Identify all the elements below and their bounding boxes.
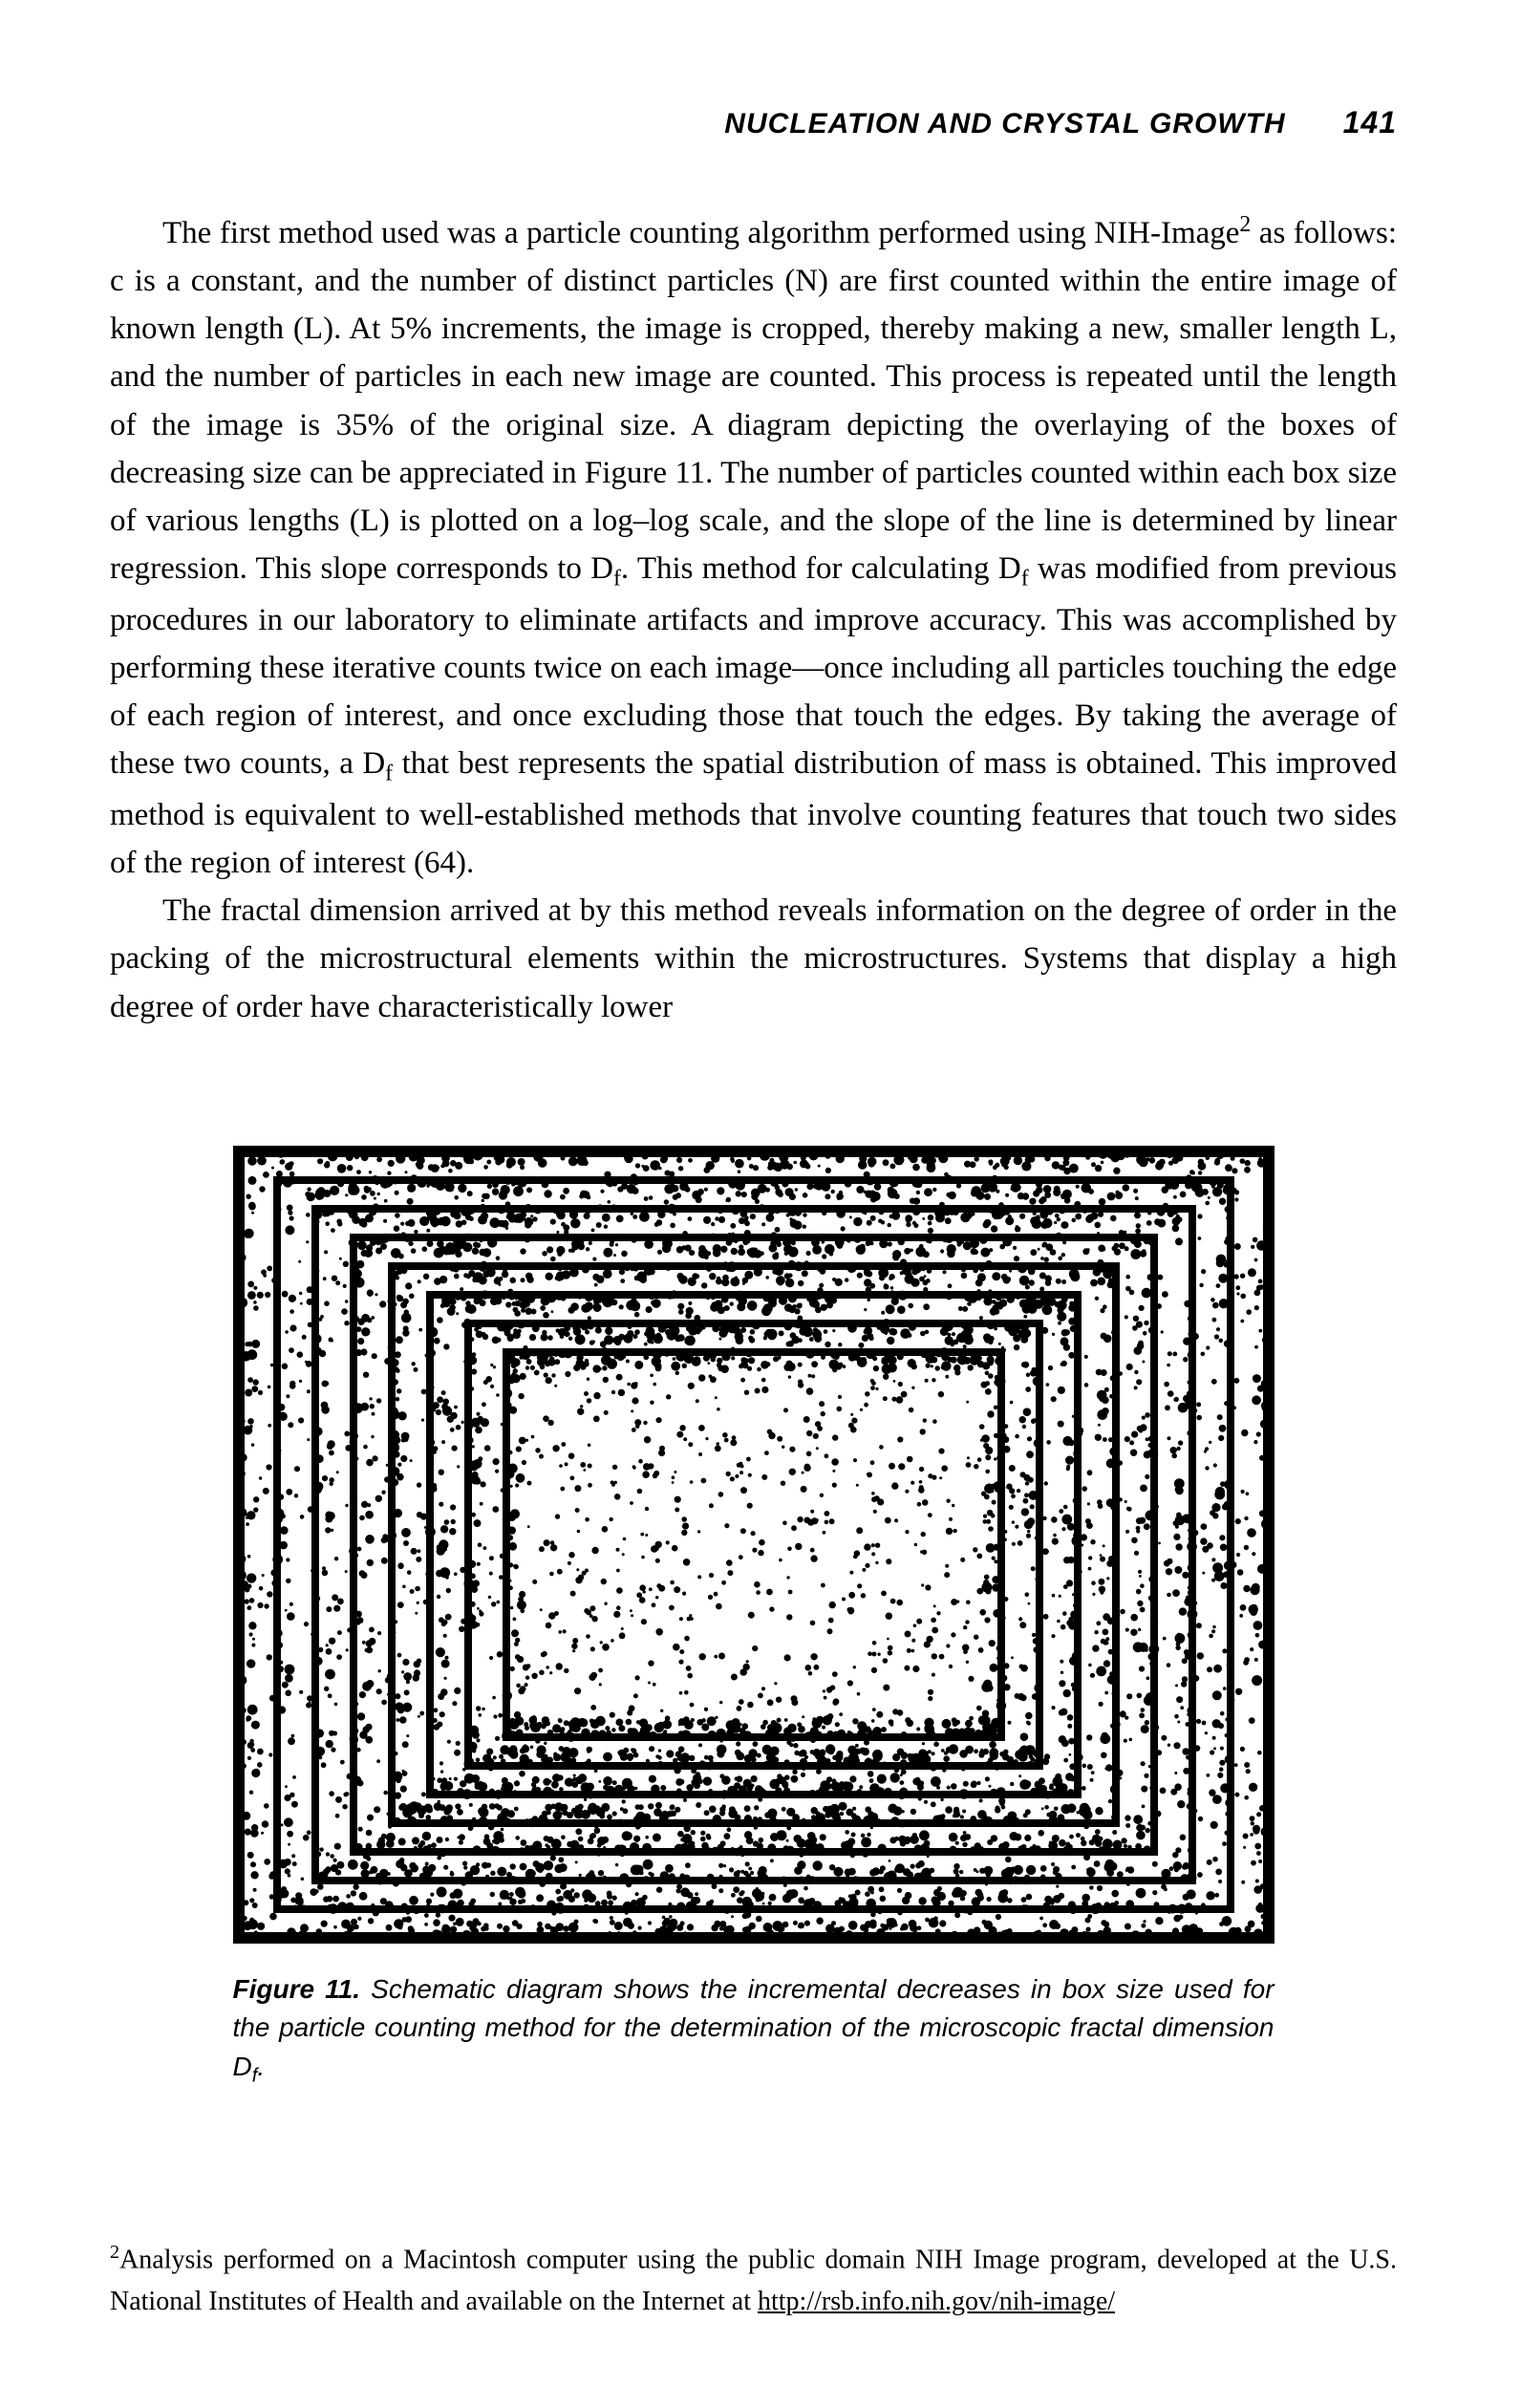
p1-footnote-ref: 2 (1239, 212, 1251, 237)
footnote-url: http://rsb.info.nih.gov/nih-image/ (758, 2287, 1115, 2316)
p1-text-c: . This method for calculating D (621, 551, 1021, 586)
page-number: 141 (1343, 105, 1397, 140)
running-head-title: NUCLEATION AND CRYSTAL GROWTH (724, 108, 1285, 140)
p1-sub-2: f (1021, 567, 1029, 591)
p1-text-b: as follows: c is a constant, and the num… (110, 216, 1397, 586)
page: NUCLEATION AND CRYSTAL GROWTH 141 The fi… (0, 0, 1521, 2408)
p1-sub-1: f (613, 567, 621, 591)
p1-text-a: The first method used was a particle cou… (162, 216, 1239, 250)
figure-11-caption: Figure 11. Schematic diagram shows the i… (233, 1970, 1275, 2091)
figure-caption-b: . (257, 2052, 265, 2081)
footnote-marker: 2 (110, 2242, 119, 2263)
body-text: The first method used was a particle cou… (110, 207, 1397, 1031)
figure-wrap: Figure 11. Schematic diagram shows the i… (233, 1146, 1275, 2091)
running-head: NUCLEATION AND CRYSTAL GROWTH 141 (110, 105, 1397, 140)
figure-caption-a: Schematic diagram shows the incremental … (233, 1974, 1275, 2081)
footnote-text: Analysis performed on a Macintosh comput… (110, 2245, 1397, 2315)
figure-11: Figure 11. Schematic diagram shows the i… (110, 1146, 1397, 2091)
figure-11-diagram (233, 1146, 1275, 1944)
figure-label: Figure 11. (233, 1974, 361, 2004)
paragraph-1: The first method used was a particle cou… (110, 207, 1397, 887)
footnote: 2Analysis performed on a Macintosh compu… (110, 2238, 1397, 2322)
paragraph-2: The fractal dimension arrived at by this… (110, 887, 1397, 1030)
p1-sub-3: f (385, 762, 393, 786)
